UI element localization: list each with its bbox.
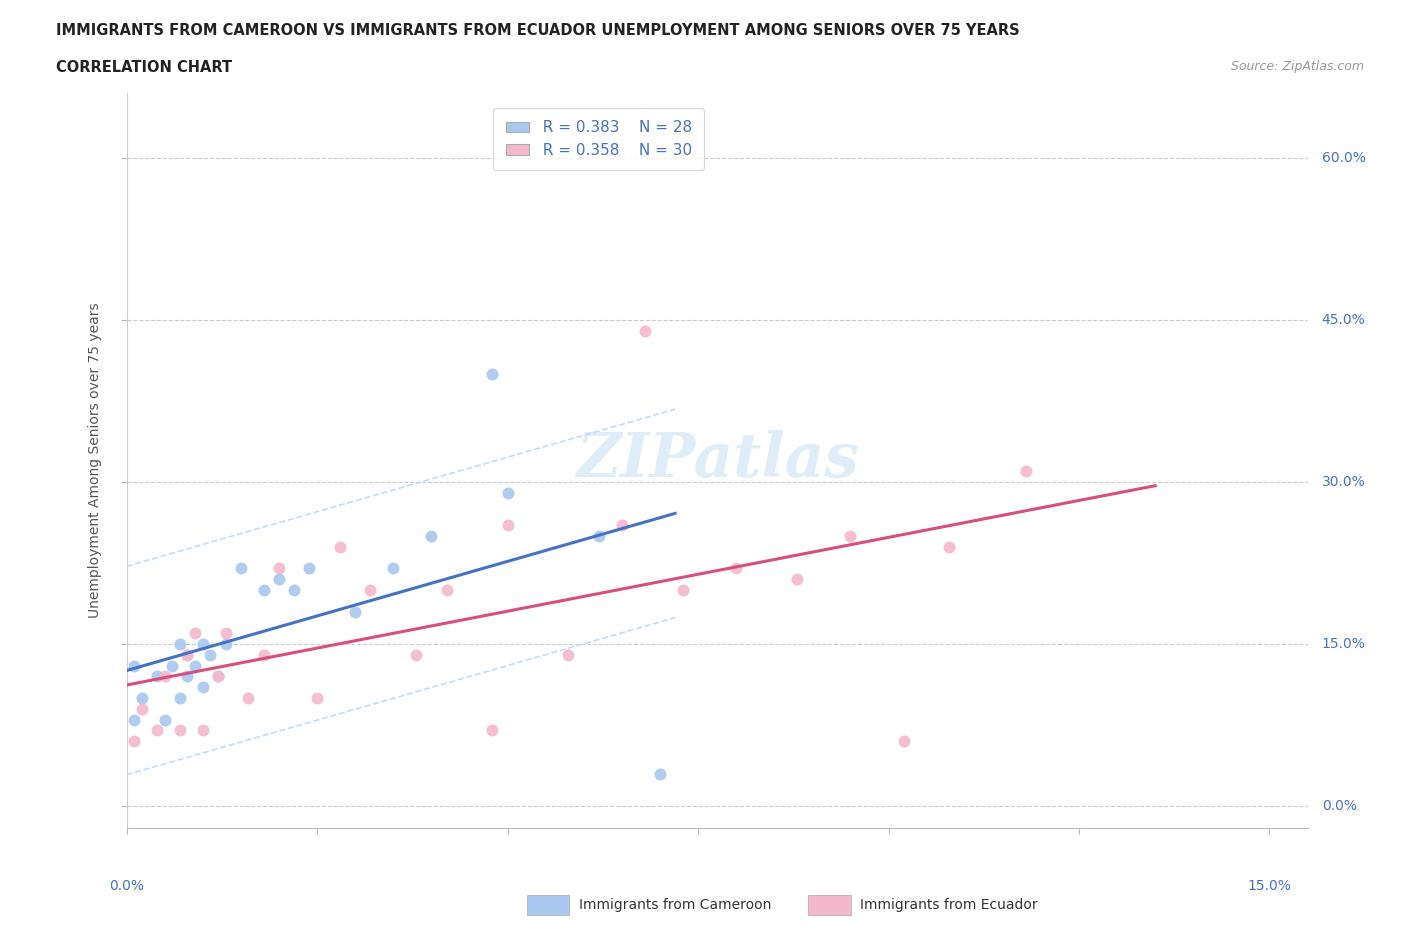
Text: Immigrants from Ecuador: Immigrants from Ecuador [860, 897, 1038, 912]
Point [122, 658, 145, 673]
Text: 30.0%: 30.0% [1322, 475, 1365, 489]
Point [184, 658, 207, 673]
Point [588, 528, 610, 543]
Text: CORRELATION CHART: CORRELATION CHART [56, 60, 232, 75]
Point [214, 637, 236, 652]
Text: Immigrants from Cameroon: Immigrants from Cameroon [579, 897, 772, 912]
Point [131, 701, 153, 716]
Point [725, 561, 748, 576]
Point [191, 723, 214, 737]
Point [131, 691, 153, 706]
Point [298, 561, 321, 576]
Point [153, 669, 176, 684]
Point [496, 518, 519, 533]
Point [176, 669, 198, 684]
Point [405, 647, 427, 662]
Point [481, 723, 503, 737]
Text: 15.0%: 15.0% [1247, 879, 1292, 893]
Point [344, 604, 367, 619]
Point [153, 712, 176, 727]
Point [786, 572, 808, 587]
Point [496, 485, 519, 500]
Point [238, 691, 260, 706]
Point [634, 324, 657, 339]
Point [122, 712, 145, 727]
Point [436, 582, 458, 597]
Point [207, 669, 229, 684]
Point [169, 691, 191, 706]
Point [672, 582, 695, 597]
Point [200, 647, 222, 662]
Point [1014, 464, 1036, 479]
Point [191, 680, 214, 695]
Point [169, 723, 191, 737]
Point [184, 626, 207, 641]
Text: IMMIGRANTS FROM CAMEROON VS IMMIGRANTS FROM ECUADOR UNEMPLOYMENT AMONG SENIORS O: IMMIGRANTS FROM CAMEROON VS IMMIGRANTS F… [56, 23, 1019, 38]
Point [253, 647, 276, 662]
Point [283, 582, 305, 597]
Point [176, 647, 198, 662]
Point [648, 766, 671, 781]
Legend:   R = 0.383    N = 28,   R = 0.358    N = 30: R = 0.383 N = 28, R = 0.358 N = 30 [494, 108, 704, 170]
Text: 0.0%: 0.0% [110, 879, 143, 893]
Point [122, 734, 145, 749]
Point [305, 691, 328, 706]
Point [839, 528, 862, 543]
Point [557, 647, 579, 662]
Point [191, 637, 214, 652]
Point [359, 582, 381, 597]
Point [253, 582, 276, 597]
Point [382, 561, 405, 576]
Point [610, 518, 633, 533]
Text: ZIPatlas: ZIPatlas [575, 431, 859, 490]
Point [893, 734, 915, 749]
Text: 15.0%: 15.0% [1322, 637, 1365, 651]
Point [267, 561, 290, 576]
Point [207, 669, 229, 684]
Point [176, 647, 198, 662]
Y-axis label: Unemployment Among Seniors over 75 years: Unemployment Among Seniors over 75 years [89, 302, 103, 618]
Point [146, 669, 169, 684]
Point [329, 539, 352, 554]
Point [214, 626, 236, 641]
Point [938, 539, 960, 554]
Point [267, 572, 290, 587]
Point [229, 561, 252, 576]
Point [162, 658, 184, 673]
Point [146, 723, 169, 737]
Text: Source: ZipAtlas.com: Source: ZipAtlas.com [1230, 60, 1364, 73]
Text: 45.0%: 45.0% [1322, 312, 1365, 326]
Point [169, 637, 191, 652]
Text: 60.0%: 60.0% [1322, 151, 1365, 165]
Point [481, 366, 503, 381]
Text: 0.0%: 0.0% [1322, 799, 1357, 813]
Point [420, 528, 443, 543]
